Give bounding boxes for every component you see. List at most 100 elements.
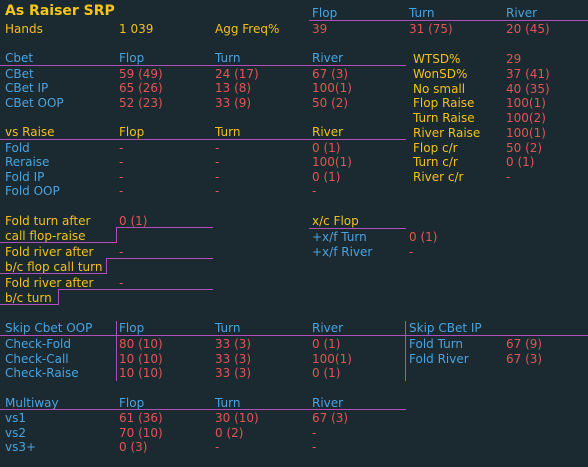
header-col-flop: Flop — [312, 6, 338, 20]
skipcbet-row-flop: 10 (10) — [119, 352, 163, 366]
cbet-row-flop: 65 (26) — [119, 81, 163, 95]
cbet-row-river: 100(1) — [312, 81, 352, 95]
stat-label: Flop Raise — [413, 96, 475, 110]
skipip-row-label: Fold River — [409, 352, 469, 366]
vsraise-divider — [0, 139, 406, 140]
stat-value: 29 — [506, 52, 522, 66]
vsraise-row-turn: - — [215, 141, 220, 155]
xc-header: x/c Flop — [312, 214, 359, 228]
cbet-row-turn: 24 (17) — [215, 67, 259, 81]
foldafter-divider — [106, 258, 107, 273]
vsraise-row-river: - — [312, 184, 317, 198]
cbet-row-turn: 33 (9) — [215, 96, 252, 110]
stat-label: River Raise — [413, 126, 481, 140]
agg-freq-label: Agg Freq% — [215, 22, 280, 36]
cbet-row-label: CBet — [5, 67, 34, 81]
cbet-row-label: CBet IP — [5, 81, 49, 95]
foldafter-divider — [0, 304, 59, 305]
skipip-divider — [406, 335, 588, 336]
foldafter-divider — [106, 258, 213, 259]
xc-row-value: - — [409, 245, 414, 259]
agg-freq-turn: 31 (75) — [409, 22, 453, 36]
skipcbet-row-river: 0 (1) — [312, 366, 341, 380]
stat-value: 50 (2) — [506, 141, 543, 155]
foldafter-divider — [0, 273, 107, 274]
cbet-row-flop: 52 (23) — [119, 96, 163, 110]
xc-row-value: 0 (1) — [409, 230, 438, 244]
skipip-header: Skip CBet IP — [409, 321, 482, 335]
foldafter-line1: Fold river after — [5, 245, 94, 259]
vsraise-row-label: Reraise — [5, 155, 50, 169]
stat-label: River c/r — [413, 170, 464, 184]
cbet-header: Cbet — [5, 51, 34, 65]
vsraise-header: vs Raise — [5, 125, 55, 139]
foldafter-line2: b/c flop call turn — [5, 260, 103, 274]
skipcbet-col-river: River — [312, 321, 344, 335]
multiway-row-river: - — [312, 426, 317, 440]
stat-value: - — [506, 170, 511, 184]
skipcbet-col-turn: Turn — [215, 321, 241, 335]
vsraise-col-river: River — [312, 125, 344, 139]
skipcbet-row-river: 100(1) — [312, 352, 352, 366]
foldafter-divider — [116, 227, 117, 242]
stat-value: 40 (35) — [506, 82, 550, 96]
vsraise-col-flop: Flop — [119, 125, 145, 139]
foldafter-value: - — [119, 276, 124, 290]
multiway-row-river: - — [312, 440, 317, 454]
stat-label: Flop c/r — [413, 141, 458, 155]
xc-divider — [309, 228, 406, 229]
foldafter-value: - — [119, 245, 124, 259]
stat-label: WonSD% — [413, 67, 468, 81]
vsraise-col-turn: Turn — [215, 125, 241, 139]
skipcbet-header: Skip Cbet OOP — [5, 321, 93, 335]
stat-value: 100(2) — [506, 111, 546, 125]
stat-value: 37 (41) — [506, 67, 550, 81]
stat-label: Turn Raise — [413, 111, 475, 125]
vsraise-row-label: Fold — [5, 141, 30, 155]
multiway-row-label: vs3+ — [5, 440, 37, 454]
multiway-row-flop: 61 (36) — [119, 411, 163, 425]
stat-label: No small — [413, 82, 466, 96]
skipcbet-row-turn: 33 (3) — [215, 337, 252, 351]
vsraise-row-label: Fold IP — [5, 170, 45, 184]
skipcbet-row-label: Check-Call — [5, 352, 69, 366]
skipcbet-divider — [0, 335, 406, 336]
multiway-row-label: vs1 — [5, 411, 26, 425]
skipip-row-value: 67 (3) — [506, 352, 543, 366]
stat-value: 0 (1) — [506, 155, 535, 169]
vsraise-row-flop: - — [119, 184, 124, 198]
vsraise-row-flop: - — [119, 141, 124, 155]
skipip-row-label: Fold Turn — [409, 337, 464, 351]
vsraise-row-turn: - — [215, 155, 220, 169]
multiway-row-flop: 0 (3) — [119, 440, 148, 454]
cbet-divider — [0, 65, 406, 66]
header-divider — [309, 20, 588, 21]
foldafter-line1: Fold river after — [5, 276, 94, 290]
foldafter-line2: b/c turn — [5, 291, 52, 305]
foldafter-divider — [116, 227, 213, 228]
skipcbet-row-river: 0 (1) — [312, 337, 341, 351]
multiway-row-turn: - — [215, 440, 220, 454]
cbet-row-turn: 13 (8) — [215, 81, 252, 95]
foldafter-line1: Fold turn after — [5, 214, 91, 228]
header-col-river: River — [506, 6, 538, 20]
cbet-row-river: 50 (2) — [312, 96, 349, 110]
vsraise-row-turn: - — [215, 184, 220, 198]
skipip-separator — [405, 321, 406, 381]
vsraise-row-label: Fold OOP — [5, 184, 60, 198]
cbet-row-label: CBet OOP — [5, 96, 64, 110]
vsraise-row-flop: - — [119, 170, 124, 184]
agg-freq-river: 20 (45) — [506, 22, 550, 36]
stat-value: 100(1) — [506, 96, 546, 110]
vsraise-row-river: 100(1) — [312, 155, 352, 169]
page-title: As Raiser SRP — [5, 3, 115, 19]
cbet-col-river: River — [312, 51, 344, 65]
xc-row-label: +x/f Turn — [312, 230, 367, 244]
xc-row-label: +x/f River — [312, 245, 373, 259]
skipcbet-row-flop: 10 (10) — [119, 366, 163, 380]
foldafter-value: 0 (1) — [119, 214, 148, 228]
multiway-header: Multiway — [5, 396, 59, 410]
vsraise-row-river: 0 (1) — [312, 170, 341, 184]
stat-label: WTSD% — [413, 52, 461, 66]
skipip-row-value: 67 (9) — [506, 337, 543, 351]
